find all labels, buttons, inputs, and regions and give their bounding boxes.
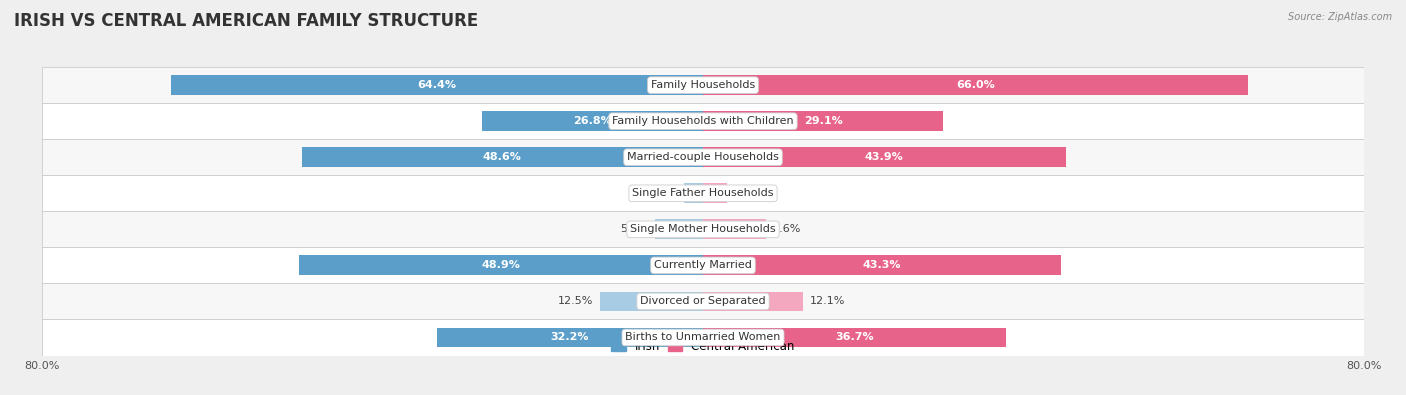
FancyBboxPatch shape bbox=[42, 211, 1364, 247]
Text: Single Father Households: Single Father Households bbox=[633, 188, 773, 198]
Bar bbox=[437, 327, 703, 347]
Bar bbox=[703, 183, 727, 203]
FancyBboxPatch shape bbox=[42, 139, 1364, 175]
Text: 12.5%: 12.5% bbox=[558, 296, 593, 307]
Text: 2.3%: 2.3% bbox=[650, 188, 678, 198]
Bar bbox=[703, 256, 1060, 275]
Text: Currently Married: Currently Married bbox=[654, 260, 752, 271]
Text: 29.1%: 29.1% bbox=[804, 116, 842, 126]
FancyBboxPatch shape bbox=[42, 247, 1364, 284]
FancyBboxPatch shape bbox=[42, 175, 1364, 211]
Bar bbox=[482, 111, 703, 131]
Bar bbox=[683, 183, 703, 203]
Text: Divorced or Separated: Divorced or Separated bbox=[640, 296, 766, 307]
Text: 64.4%: 64.4% bbox=[418, 80, 457, 90]
Bar bbox=[301, 147, 703, 167]
FancyBboxPatch shape bbox=[42, 103, 1364, 139]
Text: 36.7%: 36.7% bbox=[835, 333, 875, 342]
Text: 32.2%: 32.2% bbox=[551, 333, 589, 342]
Bar bbox=[299, 256, 703, 275]
Text: 2.9%: 2.9% bbox=[734, 188, 762, 198]
Text: 43.3%: 43.3% bbox=[863, 260, 901, 271]
FancyBboxPatch shape bbox=[42, 320, 1364, 356]
Text: 26.8%: 26.8% bbox=[572, 116, 612, 126]
Text: 12.1%: 12.1% bbox=[810, 296, 845, 307]
Text: IRISH VS CENTRAL AMERICAN FAMILY STRUCTURE: IRISH VS CENTRAL AMERICAN FAMILY STRUCTU… bbox=[14, 12, 478, 30]
FancyBboxPatch shape bbox=[42, 67, 1364, 103]
Bar bbox=[703, 147, 1066, 167]
FancyBboxPatch shape bbox=[42, 284, 1364, 320]
Bar bbox=[703, 292, 803, 311]
Text: Single Mother Households: Single Mother Households bbox=[630, 224, 776, 234]
Text: 66.0%: 66.0% bbox=[956, 80, 995, 90]
Bar bbox=[655, 220, 703, 239]
Bar bbox=[172, 75, 703, 95]
Bar bbox=[703, 111, 943, 131]
Text: 48.9%: 48.9% bbox=[482, 260, 520, 271]
Bar bbox=[703, 327, 1007, 347]
Text: 43.9%: 43.9% bbox=[865, 152, 904, 162]
Bar bbox=[600, 292, 703, 311]
Text: 5.8%: 5.8% bbox=[620, 224, 648, 234]
Text: Births to Unmarried Women: Births to Unmarried Women bbox=[626, 333, 780, 342]
Text: Source: ZipAtlas.com: Source: ZipAtlas.com bbox=[1288, 12, 1392, 22]
Bar bbox=[703, 220, 766, 239]
Text: Family Households: Family Households bbox=[651, 80, 755, 90]
Text: Married-couple Households: Married-couple Households bbox=[627, 152, 779, 162]
Text: 48.6%: 48.6% bbox=[482, 152, 522, 162]
Text: Family Households with Children: Family Households with Children bbox=[612, 116, 794, 126]
Text: 7.6%: 7.6% bbox=[772, 224, 801, 234]
Bar bbox=[703, 75, 1249, 95]
Legend: Irish, Central American: Irish, Central American bbox=[609, 338, 797, 356]
